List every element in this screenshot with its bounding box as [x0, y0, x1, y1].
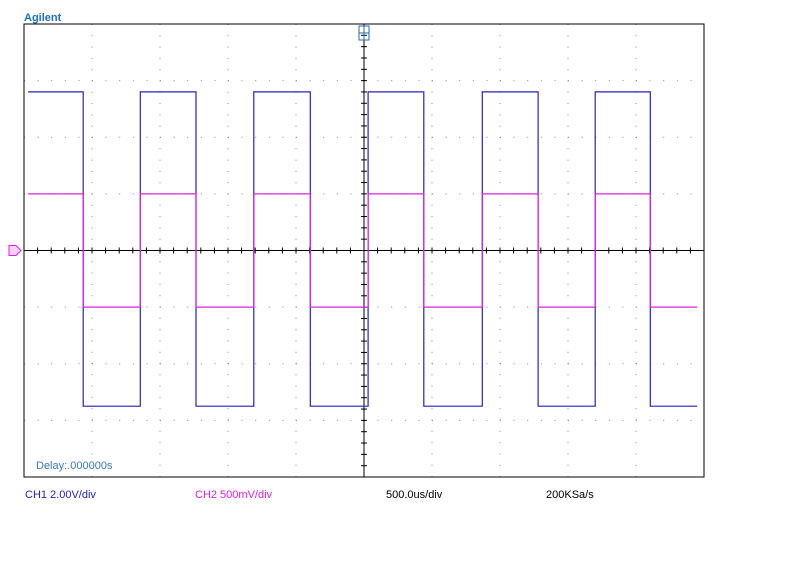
- graticule-border: [23, 23, 705, 478]
- delay-label: Delay:.000000s: [36, 460, 113, 472]
- ground-marker: [8, 245, 22, 256]
- trigger-marker: [358, 25, 370, 41]
- brand: Agilent: [24, 12, 62, 24]
- timebase-label: 500.0us/div: [386, 489, 443, 501]
- ch1-label: CH1 2.00V/div: [25, 489, 96, 501]
- sample-rate-label: 200KSa/s: [546, 489, 594, 501]
- ch2-label: CH2 500mV/div: [195, 489, 273, 501]
- trace: [28, 193, 698, 308]
